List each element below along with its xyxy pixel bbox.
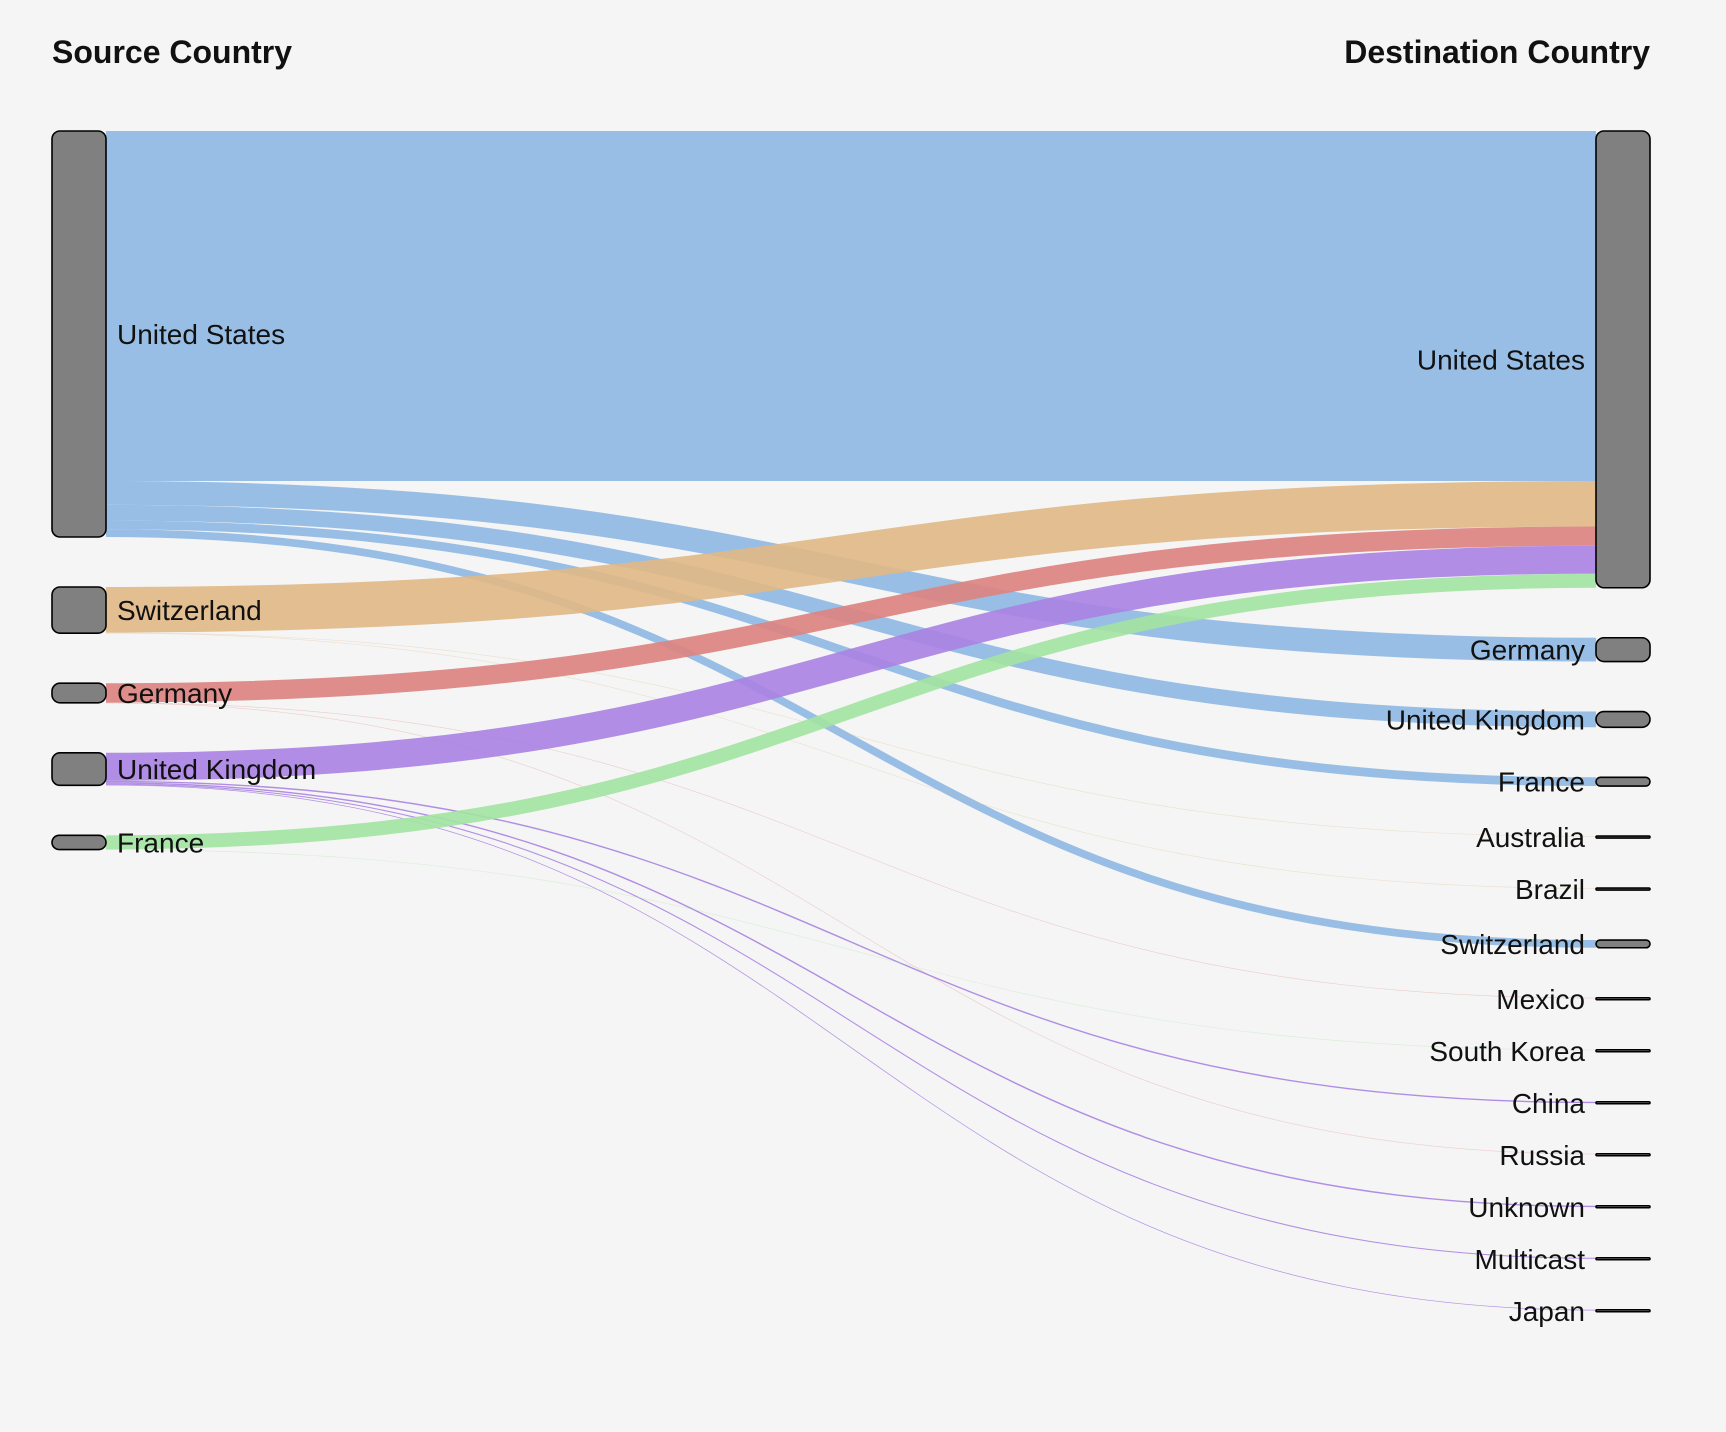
destination-label-united-kingdom: United Kingdom (1386, 704, 1585, 735)
source-label-united-states: United States (117, 319, 285, 350)
destination-label-south-korea: South Korea (1429, 1036, 1585, 1067)
link-united-kingdom-to-unknown (105, 782, 1597, 1208)
link-united-states-to-switzerland (105, 529, 1597, 948)
node-group (51, 130, 1651, 1313)
destination-label-unknown: Unknown (1468, 1192, 1585, 1223)
destination-label-france: France (1498, 767, 1585, 798)
destination-label-russia: Russia (1499, 1140, 1585, 1171)
destination-label-switzerland: Switzerland (1440, 929, 1585, 960)
destination-column-title: Destination Country (1344, 34, 1650, 70)
link-group (105, 130, 1597, 1311)
destination-node-switzerland (1595, 939, 1651, 949)
destination-node-china (1595, 1100, 1651, 1105)
destination-node-germany (1595, 636, 1651, 663)
destination-node-mexico (1595, 996, 1651, 1001)
link-germany-to-united-states (105, 526, 1597, 703)
source-label-germany: Germany (117, 678, 232, 709)
link-france-to-south-korea (105, 849, 1597, 1051)
destination-node-france (1595, 776, 1651, 787)
destination-label-multicast: Multicast (1475, 1244, 1586, 1275)
source-label-france: France (117, 827, 204, 858)
destination-node-brazil (1595, 887, 1651, 891)
destination-node-united-kingdom (1595, 710, 1651, 729)
source-node-switzerland (51, 586, 107, 635)
source-node-germany (51, 682, 107, 704)
destination-label-china: China (1512, 1088, 1586, 1119)
destination-label-australia: Australia (1476, 822, 1585, 853)
destination-node-south-korea (1595, 1048, 1651, 1053)
destination-node-united-states (1595, 130, 1651, 589)
source-label-switzerland: Switzerland (117, 595, 262, 626)
destination-node-multicast (1595, 1256, 1651, 1261)
source-node-united-states (51, 130, 107, 538)
link-germany-to-russia (105, 702, 1597, 1155)
destination-node-unknown (1595, 1204, 1651, 1209)
link-switzerland-to-united-states (105, 481, 1597, 633)
source-node-united-kingdom (51, 751, 107, 787)
link-united-kingdom-to-united-states (105, 545, 1597, 781)
destination-label-united-states: United States (1417, 344, 1585, 375)
link-united-kingdom-to-china (105, 780, 1597, 1104)
source-node-france (51, 834, 107, 851)
destination-node-japan (1595, 1308, 1651, 1313)
link-germany-to-mexico (105, 702, 1597, 999)
destination-label-germany: Germany (1470, 635, 1585, 666)
link-united-kingdom-to-multicast (105, 783, 1597, 1259)
source-label-united-kingdom: United Kingdom (117, 754, 316, 785)
link-switzerland-to-brazil (105, 632, 1597, 889)
destination-label-japan: Japan (1509, 1296, 1585, 1327)
destination-node-russia (1595, 1152, 1651, 1157)
link-switzerland-to-australia (105, 632, 1597, 837)
link-united-kingdom-to-japan (105, 784, 1597, 1311)
destination-label-brazil: Brazil (1515, 874, 1585, 905)
source-column-title: Source Country (52, 34, 292, 70)
label-group: United States Switzerland Germany United Ki… (117, 319, 1585, 1327)
link-france-to-united-states (105, 573, 1597, 850)
destination-node-australia (1595, 835, 1651, 839)
destination-label-mexico: Mexico (1496, 984, 1585, 1015)
